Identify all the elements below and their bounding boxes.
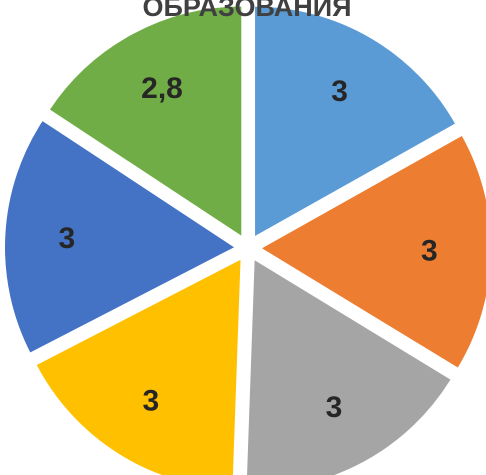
- slice-value-label-3: 3: [326, 391, 343, 424]
- pie-slice-1: [253, 4, 458, 240]
- pie-slice-3: [245, 256, 454, 475]
- slice-value-label-4: 3: [143, 385, 160, 418]
- pie-slice-5: [3, 118, 238, 356]
- pie-slice-6: [47, 4, 244, 240]
- pie-slice-2: [258, 133, 486, 371]
- labels-layer: 3 3 3 3 3 2,8: [59, 72, 438, 424]
- slice-value-label-2: 3: [421, 235, 438, 268]
- chart-title: ОБРАЗОВАНИЯ: [142, 0, 351, 22]
- slice-value-label-1: 3: [331, 75, 348, 108]
- pie-slice-4: [34, 256, 243, 475]
- slice-value-label-5: 3: [59, 222, 76, 255]
- slice-value-label-6: 2,8: [141, 72, 183, 105]
- slices-layer: [3, 4, 486, 475]
